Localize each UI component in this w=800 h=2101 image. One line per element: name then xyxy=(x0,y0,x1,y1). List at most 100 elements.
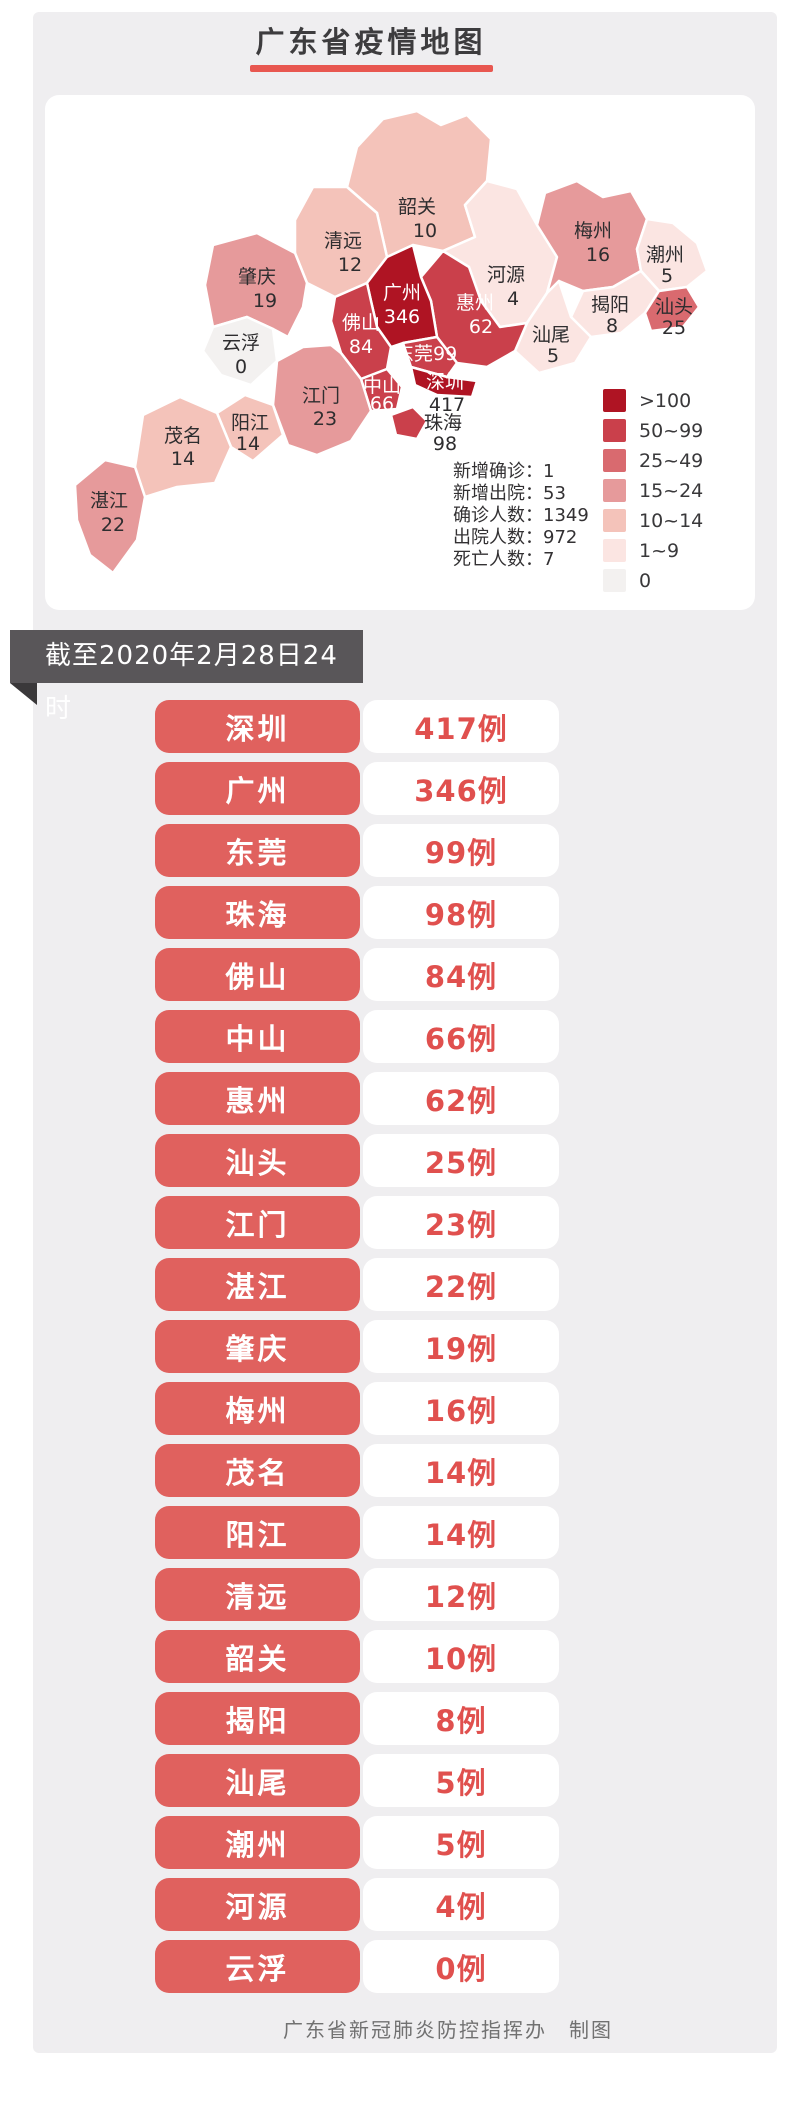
city-name-pill: 潮州 xyxy=(155,1816,360,1869)
case-count-pill: 22例 xyxy=(363,1258,559,1311)
stat-line: 确诊人数：1349 xyxy=(453,505,589,526)
legend-color-swatch xyxy=(603,389,626,412)
city-row: 梅州 16例 xyxy=(155,1382,559,1435)
city-row: 云浮 0例 xyxy=(155,1940,559,1993)
case-count-pill: 14例 xyxy=(363,1506,559,1559)
legend-color-swatch xyxy=(603,449,626,472)
city-name-pill: 阳江 xyxy=(155,1506,360,1559)
svg-text:346: 346 xyxy=(384,306,420,328)
svg-text:66: 66 xyxy=(370,393,394,415)
city-name-pill: 茂名 xyxy=(155,1444,360,1497)
legend-item: 10~14 xyxy=(603,509,703,532)
svg-text:10: 10 xyxy=(413,220,437,242)
legend-label: 15~24 xyxy=(639,479,704,502)
city-row: 广州 346例 xyxy=(155,762,559,815)
city-row: 韶关 10例 xyxy=(155,1630,559,1683)
map-region-shanwei: 汕尾 5 xyxy=(513,279,593,375)
case-count-pill: 23例 xyxy=(363,1196,559,1249)
legend-label: 0 xyxy=(639,569,652,592)
city-name-pill: 汕尾 xyxy=(155,1754,360,1807)
case-count-pill: 25例 xyxy=(363,1134,559,1187)
city-name-pill: 佛山 xyxy=(155,948,360,1001)
city-row: 东莞 99例 xyxy=(155,824,559,877)
city-row: 湛江 22例 xyxy=(155,1258,559,1311)
date-ribbon: 截至2020年2月28日24时 xyxy=(10,630,363,724)
svg-text:深圳: 深圳 xyxy=(426,371,464,393)
svg-text:云浮: 云浮 xyxy=(222,332,260,354)
city-name-pill: 汕头 xyxy=(155,1134,360,1187)
legend-color-swatch xyxy=(603,419,626,442)
map-region-huizhou: 惠州 62 xyxy=(419,249,529,369)
title-block: 广东省疫情地图 xyxy=(238,22,504,72)
case-count-pill: 0例 xyxy=(363,1940,559,1993)
stat-line: 新增确诊：1 xyxy=(453,461,555,482)
case-count-pill: 12例 xyxy=(363,1568,559,1621)
svg-text:惠州: 惠州 xyxy=(456,292,494,314)
date-ribbon-text: 截至2020年2月28日24时 xyxy=(45,641,338,724)
svg-text:84: 84 xyxy=(349,336,373,358)
city-row: 惠州 62例 xyxy=(155,1072,559,1125)
case-count-pill: 19例 xyxy=(363,1320,559,1373)
svg-text:江门: 江门 xyxy=(302,385,340,407)
page-title: 广东省疫情地图 xyxy=(255,25,487,59)
city-row: 中山 66例 xyxy=(155,1010,559,1063)
svg-text:梅州: 梅州 xyxy=(574,220,612,242)
case-count-pill: 14例 xyxy=(363,1444,559,1497)
map-legend: >100 50~99 25~49 15~24 10~14 1~9 0 xyxy=(603,389,703,592)
city-row: 茂名 14例 xyxy=(155,1444,559,1497)
city-name-pill: 惠州 xyxy=(155,1072,360,1125)
svg-text:韶关: 韶关 xyxy=(398,196,436,218)
city-name-pill: 揭阳 xyxy=(155,1692,360,1745)
case-count-pill: 10例 xyxy=(363,1630,559,1683)
case-count-pill: 4例 xyxy=(363,1878,559,1931)
svg-text:5: 5 xyxy=(547,345,559,367)
case-count-pill: 5例 xyxy=(363,1816,559,1869)
stat-line: 出院人数：972 xyxy=(453,527,578,548)
city-row: 深圳 417例 xyxy=(155,700,559,753)
svg-text:茂名: 茂名 xyxy=(164,425,202,447)
svg-text:25: 25 xyxy=(662,317,686,339)
case-count-pill: 84例 xyxy=(363,948,559,1001)
svg-text:19: 19 xyxy=(253,290,277,312)
map-region-zhaoqing: 肇庆 19 xyxy=(203,231,309,339)
svg-text:417: 417 xyxy=(429,394,465,416)
legend-item: 0 xyxy=(603,569,703,592)
stat-line: 新增出院：53 xyxy=(453,483,566,504)
map-region-jiangmen: 江门 23 xyxy=(271,343,373,457)
city-row: 揭阳 8例 xyxy=(155,1692,559,1745)
map-region-maoming: 茂名 14 xyxy=(133,395,233,499)
city-row: 清远 12例 xyxy=(155,1568,559,1621)
legend-label: 50~99 xyxy=(639,419,704,442)
legend-item: 15~24 xyxy=(603,479,703,502)
svg-text:佛山: 佛山 xyxy=(342,312,380,334)
city-name-pill: 清远 xyxy=(155,1568,360,1621)
city-name-pill: 珠海 xyxy=(155,886,360,939)
city-name-pill: 肇庆 xyxy=(155,1320,360,1373)
svg-text:12: 12 xyxy=(338,254,362,276)
stat-line: 死亡人数：7 xyxy=(453,549,555,570)
case-count-pill: 99例 xyxy=(363,824,559,877)
svg-text:珠海: 珠海 xyxy=(424,412,462,434)
city-row: 佛山 84例 xyxy=(155,948,559,1001)
city-row: 潮州 5例 xyxy=(155,1816,559,1869)
svg-text:汕尾: 汕尾 xyxy=(532,324,570,346)
svg-text:5: 5 xyxy=(661,265,673,287)
svg-text:湛江: 湛江 xyxy=(90,490,128,512)
map-region-dongguan: 东莞 99 xyxy=(395,335,459,379)
city-name-pill: 中山 xyxy=(155,1010,360,1063)
title-underline xyxy=(249,65,493,72)
footer-credit: 广东省新冠肺炎防控指挥办 制图 xyxy=(283,2018,613,2042)
map-region-zhanjiang: 湛江 22 xyxy=(73,458,147,575)
city-name-pill: 河源 xyxy=(155,1878,360,1931)
legend-label: 1~9 xyxy=(639,539,680,562)
case-count-pill: 8例 xyxy=(363,1692,559,1745)
svg-text:98: 98 xyxy=(433,433,457,455)
summary-stats: 新增确诊：1 新增出院：53 确诊人数：1349 出院人数：972 死亡人数：7 xyxy=(453,461,589,571)
map-region-yunfu: 云浮 0 xyxy=(201,315,279,387)
svg-text:23: 23 xyxy=(313,408,337,430)
svg-text:中山: 中山 xyxy=(363,375,401,397)
svg-text:揭阳: 揭阳 xyxy=(591,294,629,316)
svg-text:河源: 河源 xyxy=(487,264,525,286)
city-row: 珠海 98例 xyxy=(155,886,559,939)
svg-text:62: 62 xyxy=(469,316,493,338)
